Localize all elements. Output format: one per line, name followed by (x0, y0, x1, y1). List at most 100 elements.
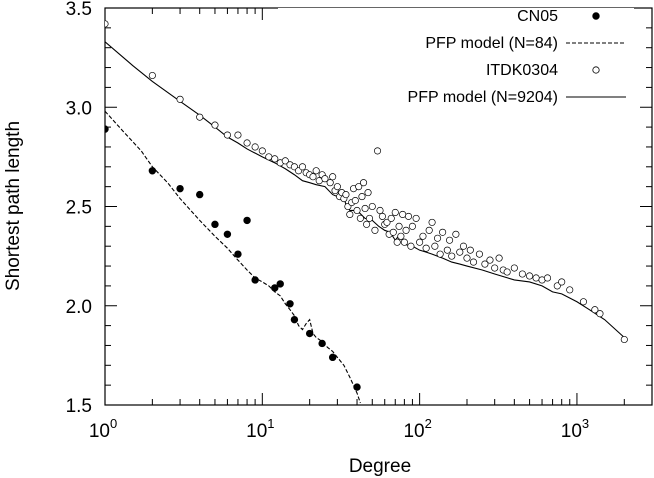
itdk0304-point (407, 242, 415, 250)
itdk0304-point (553, 282, 561, 290)
itdk0304-point (281, 157, 289, 165)
cn05-point (305, 329, 314, 338)
itdk0304-point (466, 246, 474, 254)
series-pfp-model-n-9204- (105, 41, 625, 338)
itdk0304-point (148, 71, 156, 80)
y-tick-label: 2.5 (66, 198, 92, 219)
itdk0304-point (358, 193, 366, 201)
itdk0304-point (368, 202, 376, 211)
itdk0304-point (176, 95, 184, 103)
x-tick-label: 103 (561, 416, 589, 442)
itdk0304-point (456, 248, 464, 256)
itdk0304-point (481, 260, 489, 268)
cn05-point (234, 250, 242, 258)
itdk0304-point (425, 226, 433, 234)
legend-row-bg (278, 89, 634, 108)
itdk0304-point (431, 242, 439, 250)
series-pfp-model-n-84- (105, 110, 361, 404)
cn05-point (105, 125, 109, 133)
itdk0304-point (579, 298, 588, 306)
itdk0304-point (387, 214, 395, 222)
itdk0304-point (510, 264, 518, 272)
itdk0304-point (395, 222, 403, 230)
itdk0304-point (355, 183, 363, 191)
x-tick-exponent: 0 (110, 416, 117, 431)
legend: CN05 PFP model (N=84) ITDK0304 PFP model (N… (278, 8, 634, 108)
y-tick-label: 2.0 (66, 297, 92, 318)
itdk0304-point (243, 139, 251, 147)
itdk0304-point (326, 179, 334, 187)
itdk0304-point (258, 147, 266, 155)
itdk0304-point (105, 20, 109, 28)
cn05-point (286, 300, 294, 308)
legend-row-bg (278, 35, 634, 54)
itdk0304-point (196, 113, 204, 121)
itdk0304-point (356, 214, 364, 222)
itdk0304-point (469, 258, 478, 266)
itdk0304-point (422, 244, 430, 252)
itdk0304-point (591, 306, 599, 314)
itdk0304-point (459, 242, 468, 250)
itdk0304-point (211, 121, 219, 129)
legend-label: PFP model (N=9204) (408, 89, 558, 106)
itdk0304-point (419, 232, 427, 240)
cn05-point (223, 230, 232, 238)
itdk0304-point (416, 238, 424, 246)
itdk0304-point (393, 238, 401, 246)
itdk0304-point (342, 191, 350, 199)
itdk0304-point (361, 204, 369, 213)
itdk0304-point (452, 230, 460, 238)
itdk0304-point (475, 250, 483, 258)
itdk0304-point (353, 206, 361, 215)
x-tick-label: 100 (89, 416, 117, 442)
itdk0304-point (558, 278, 566, 286)
y-tick-label: 1.5 (66, 396, 92, 417)
itdk0304-point (566, 286, 574, 294)
itdk0304-point (373, 147, 382, 155)
itdk0304-point (251, 143, 259, 151)
itdk0304-point (371, 226, 379, 234)
itdk0304-point (486, 256, 494, 264)
itdk0304-point (397, 232, 405, 240)
itdk0304-point (400, 238, 408, 246)
x-tick-exponent: 3 (582, 416, 589, 431)
itdk0304-point (399, 210, 407, 218)
cn05-point (176, 184, 184, 193)
itdk0304-point (234, 131, 242, 139)
cn05-point (290, 315, 299, 324)
itdk0304-point (448, 252, 456, 260)
itdk0304-point (389, 228, 397, 236)
x-tick-base: 10 (561, 421, 582, 442)
itdk0304-point (312, 167, 320, 175)
itdk0304-point (518, 270, 526, 278)
series-itdk0304 (105, 20, 628, 344)
y-axis-title: Shortest path length (3, 121, 24, 291)
itdk0304-point (446, 236, 454, 244)
cn05-point (196, 190, 204, 199)
itdk0304-point (363, 220, 371, 228)
itdk0304-point (333, 183, 341, 191)
itdk0304-point (408, 222, 416, 230)
x-tick-base: 10 (89, 421, 110, 442)
legend-marker-open (592, 66, 600, 74)
itdk0304-point (428, 218, 436, 226)
itdk0304-point (433, 234, 442, 242)
itdk0304-point (365, 214, 374, 222)
itdk0304-point (376, 206, 384, 215)
cn05-point (251, 276, 259, 284)
itdk0304-point (495, 254, 503, 262)
model-line-solid (105, 41, 625, 338)
x-tick-exponent: 2 (425, 416, 432, 431)
x-tick-label: 101 (246, 416, 274, 442)
model-line-dashed (105, 110, 361, 404)
itdk0304-point (543, 274, 552, 282)
itdk0304-point (526, 272, 534, 280)
cn05-point (318, 339, 326, 348)
itdk0304-point (359, 179, 368, 187)
itdk0304-point (271, 155, 279, 163)
x-axis-title: Degree (349, 456, 411, 477)
itdk0304-point (402, 226, 410, 234)
itdk0304-point (364, 189, 372, 197)
